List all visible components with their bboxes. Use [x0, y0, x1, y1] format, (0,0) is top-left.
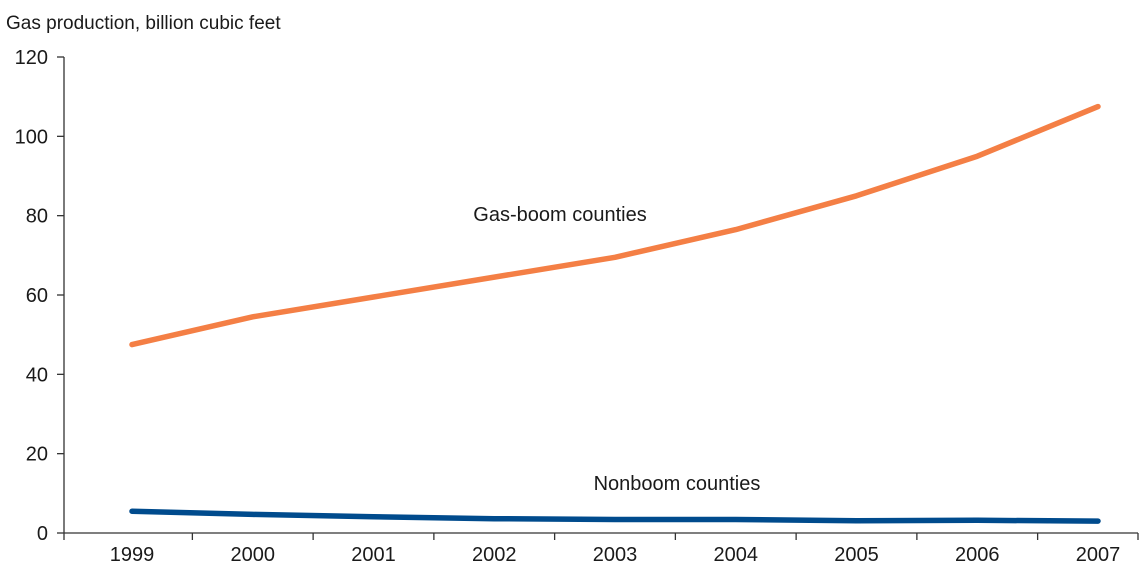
x-tick-label: 1999 — [110, 544, 155, 564]
x-tick-label: 2003 — [593, 544, 638, 564]
y-tick-label: 80 — [26, 206, 48, 228]
series-lines — [129, 103, 1101, 524]
x-tick-label: 2007 — [1076, 544, 1121, 564]
x-tick-label: 2006 — [955, 544, 1000, 564]
y-tick-label: 0 — [37, 523, 48, 545]
y-tick-label: 20 — [26, 444, 48, 466]
x-tick-label: 2002 — [472, 544, 517, 564]
y-tick-label: 40 — [26, 364, 48, 386]
y-axis-title: Gas production, billion cubic feet — [6, 13, 281, 34]
x-tick-label: 2001 — [351, 544, 396, 564]
y-axis: 0 20 40 60 80 100 120 — [15, 47, 65, 545]
y-tick-label: 120 — [15, 47, 48, 69]
x-axis: 1999 2000 2001 2002 2003 2004 2005 2006 2007 — [63, 532, 1139, 564]
series-labels: Gas-boom counties Nonboom counties — [473, 204, 760, 495]
x-tick-label: 2004 — [714, 544, 759, 564]
series-line-1 — [129, 508, 1101, 524]
series-line-0 — [129, 103, 1101, 348]
y-tick-label: 60 — [26, 285, 48, 307]
series-label-0: Gas-boom counties — [473, 204, 646, 226]
x-tick-label: 2005 — [834, 544, 879, 564]
y-tick-label: 100 — [15, 126, 48, 148]
x-tick-label: 2000 — [231, 544, 276, 564]
series-label-1: Nonboom counties — [594, 473, 761, 495]
